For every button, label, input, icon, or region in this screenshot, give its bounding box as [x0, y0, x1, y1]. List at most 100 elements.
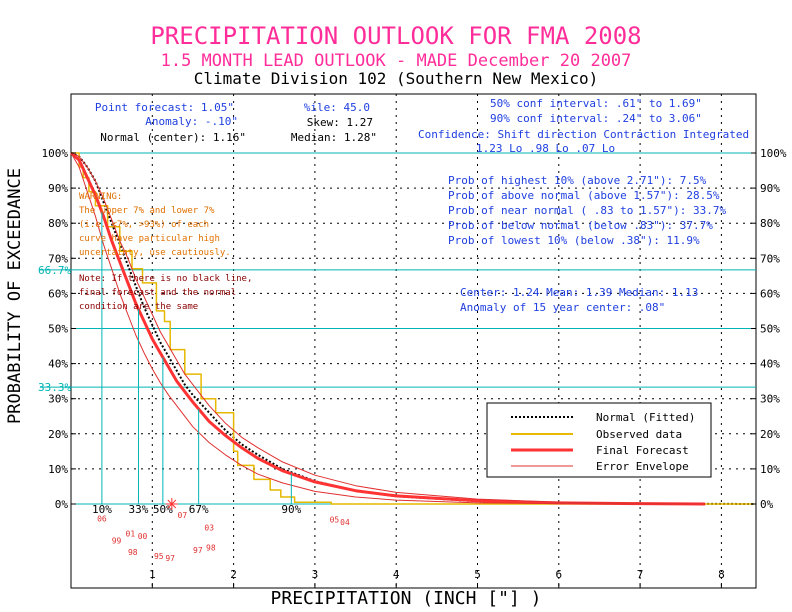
warning-block: WARNING: The upper 7% and lower 7% (i.e.… [79, 192, 231, 258]
y-tick-label-left: 30% [48, 393, 68, 406]
conf-90: 90% conf interval: .24" to 3.06" [490, 112, 702, 125]
note-block: Note: If there is no black line, final f… [79, 274, 252, 312]
year-label: 97 [193, 546, 203, 555]
y-tick-label-right: 40% [760, 358, 780, 371]
x-tick-label: 5 [474, 568, 481, 581]
stats-mid: %ile: 45.0 Skew: 1.27 Median: 1.28" [291, 101, 377, 144]
legend: Normal (Fitted) Observed data Final Fore… [486, 402, 712, 478]
x-tick-label: 6 [555, 568, 562, 581]
note-line-2: final forecast and the normal [79, 288, 236, 298]
y-tick-label-right: 50% [760, 323, 780, 336]
series-line [70, 152, 706, 505]
warning-title: WARNING: [79, 192, 122, 202]
prob-near: Prob of near normal ( .83 to 1.57"): 33.… [448, 204, 727, 217]
y-tick-label-left: 70% [48, 252, 68, 265]
warning-line-4: uncertainty, use cautiously. [79, 248, 231, 258]
conf-50: 50% conf interval: .61" to 1.69" [490, 97, 702, 110]
y-tick-label-left: 0% [55, 498, 69, 511]
x-tick-label: 2 [230, 568, 237, 581]
series-line [70, 152, 706, 505]
y-tick-label-right: 100% [760, 147, 787, 160]
y-tick-label-left: 60% [48, 287, 68, 300]
percentile-label: 33% [129, 503, 149, 516]
ref-line-label: 33.3% [38, 381, 71, 394]
year-label: 95 [154, 552, 164, 561]
note-line-1: Note: If there is no black line, [79, 274, 252, 284]
stats-left: Point forecast: 1.05" Anomaly: -.10" [95, 101, 238, 128]
x-tick-label: 3 [312, 568, 319, 581]
warning-line-1: The upper 7% and lower 7% [79, 206, 215, 216]
y-tick-label-right: 10% [760, 463, 780, 476]
axis-ticks: 1 2 3 4 5 6 7 80% 0%10% 10%20% 20%30% 30%40% 40%50% 5… [42, 147, 787, 588]
chart-subtitle: 1.5 MONTH LEAD OUTLOOK - MADE December 2… [161, 51, 632, 71]
center-anomaly: Anomaly of 15 year center: .08" [460, 301, 665, 314]
y-tick-label-left: 50% [48, 323, 68, 336]
year-label: 98 [128, 548, 138, 557]
y-tick-label-right: 80% [760, 217, 780, 230]
series-group [70, 151, 754, 506]
year-label: 98 [206, 543, 216, 552]
y-tick-label-right: 20% [760, 428, 780, 441]
stat-point-forecast: Point forecast: 1.05" [95, 101, 234, 114]
note-line-3: condition are the same [79, 302, 198, 312]
stat-normal-center: Normal (center): 1.16" [100, 131, 246, 144]
y-tick-label-left: 20% [48, 428, 68, 441]
series-line [70, 151, 706, 506]
percentile-markers: 10% 33% 50% 67% 90% [92, 211, 302, 516]
chart-title: PRECIPITATION OUTLOOK FOR FMA 2008 [150, 22, 641, 50]
y-tick-label-left: 100% [42, 147, 69, 160]
year-label: 06 [97, 515, 107, 524]
year-label: 03 [204, 523, 214, 532]
legend-label-envelope: Error Envelope [596, 460, 689, 473]
center-stats: Center: 1.24 Mean: 1.39 Median: 1.13 [460, 286, 698, 299]
prob-highest: Prob of highest 10% (above 2.71"): 7.5% [448, 174, 707, 187]
probability-block: Prob of highest 10% (above 2.71"): 7.5% … [448, 174, 727, 247]
conf-values: 1.23 Lo .98 Lo .07 Lo [476, 142, 615, 155]
y-tick-label-left: 40% [48, 358, 68, 371]
reference-lines: 66.7% 33.3% [38, 264, 756, 394]
year-label: 97 [165, 554, 175, 563]
year-label: 99 [112, 536, 122, 545]
y-tick-label-right: 90% [760, 182, 780, 195]
y-tick-label-left: 10% [48, 463, 68, 476]
chart-division: Climate Division 102 (Southern New Mexic… [194, 69, 599, 88]
confidence-block: 50% conf interval: .61" to 1.69" 90% con… [418, 97, 749, 155]
prob-below: Prob of below normal (below .83"): 37.7% [448, 219, 713, 232]
prob-above: Prob of above normal (above 1.57"): 28.5… [448, 189, 720, 202]
plot-area [70, 93, 757, 589]
center-block: Center: 1.24 Mean: 1.39 Median: 1.13 Ano… [460, 286, 698, 314]
y-tick-label-right: 70% [760, 252, 780, 265]
x-axis-label: PRECIPITATION (INCH ["] ) [271, 588, 542, 609]
y-tick-label-left: 90% [48, 182, 68, 195]
year-label: 05 [330, 515, 340, 524]
warning-line-3: curve have particular high [79, 234, 220, 244]
year-label: 00 [138, 532, 148, 541]
stat-skew: Skew: 1.27 [307, 116, 373, 129]
x-tick-label: 4 [393, 568, 400, 581]
y-tick-label-right: 60% [760, 287, 780, 300]
stat-anomaly: Anomaly: -.10" [145, 115, 238, 128]
x-tick-label: 1 [149, 568, 156, 581]
y-tick-label-left: 80% [48, 217, 68, 230]
x-tick-label: 8 [718, 568, 725, 581]
conf-header: Confidence: Shift direction Contraction … [418, 128, 749, 141]
ref-line-label: 66.7% [38, 264, 71, 277]
x-tick-label: 7 [637, 568, 644, 581]
percentile-label: 67% [189, 503, 209, 516]
forecast-star [167, 499, 177, 509]
y-tick-label-right: 30% [760, 393, 780, 406]
y-tick-label-right: 0% [760, 498, 774, 511]
legend-label-forecast: Final Forecast [596, 444, 689, 457]
stat-median: Median: 1.28" [291, 131, 377, 144]
percentile-label: 90% [281, 503, 301, 516]
stat-percentile: %ile: 45.0 [304, 101, 370, 114]
y-axis-label: PROBABILITY OF EXCEEDANCE [5, 168, 25, 424]
legend-label-normal: Normal (Fitted) [596, 411, 695, 424]
legend-box [486, 402, 712, 478]
prob-lowest: Prob of lowest 10% (below .38"): 11.9% [448, 234, 700, 247]
legend-label-observed: Observed data [596, 428, 682, 441]
year-label: 04 [340, 518, 350, 527]
warning-line-2: (i.e. <7%, >93%) of each [79, 220, 209, 230]
